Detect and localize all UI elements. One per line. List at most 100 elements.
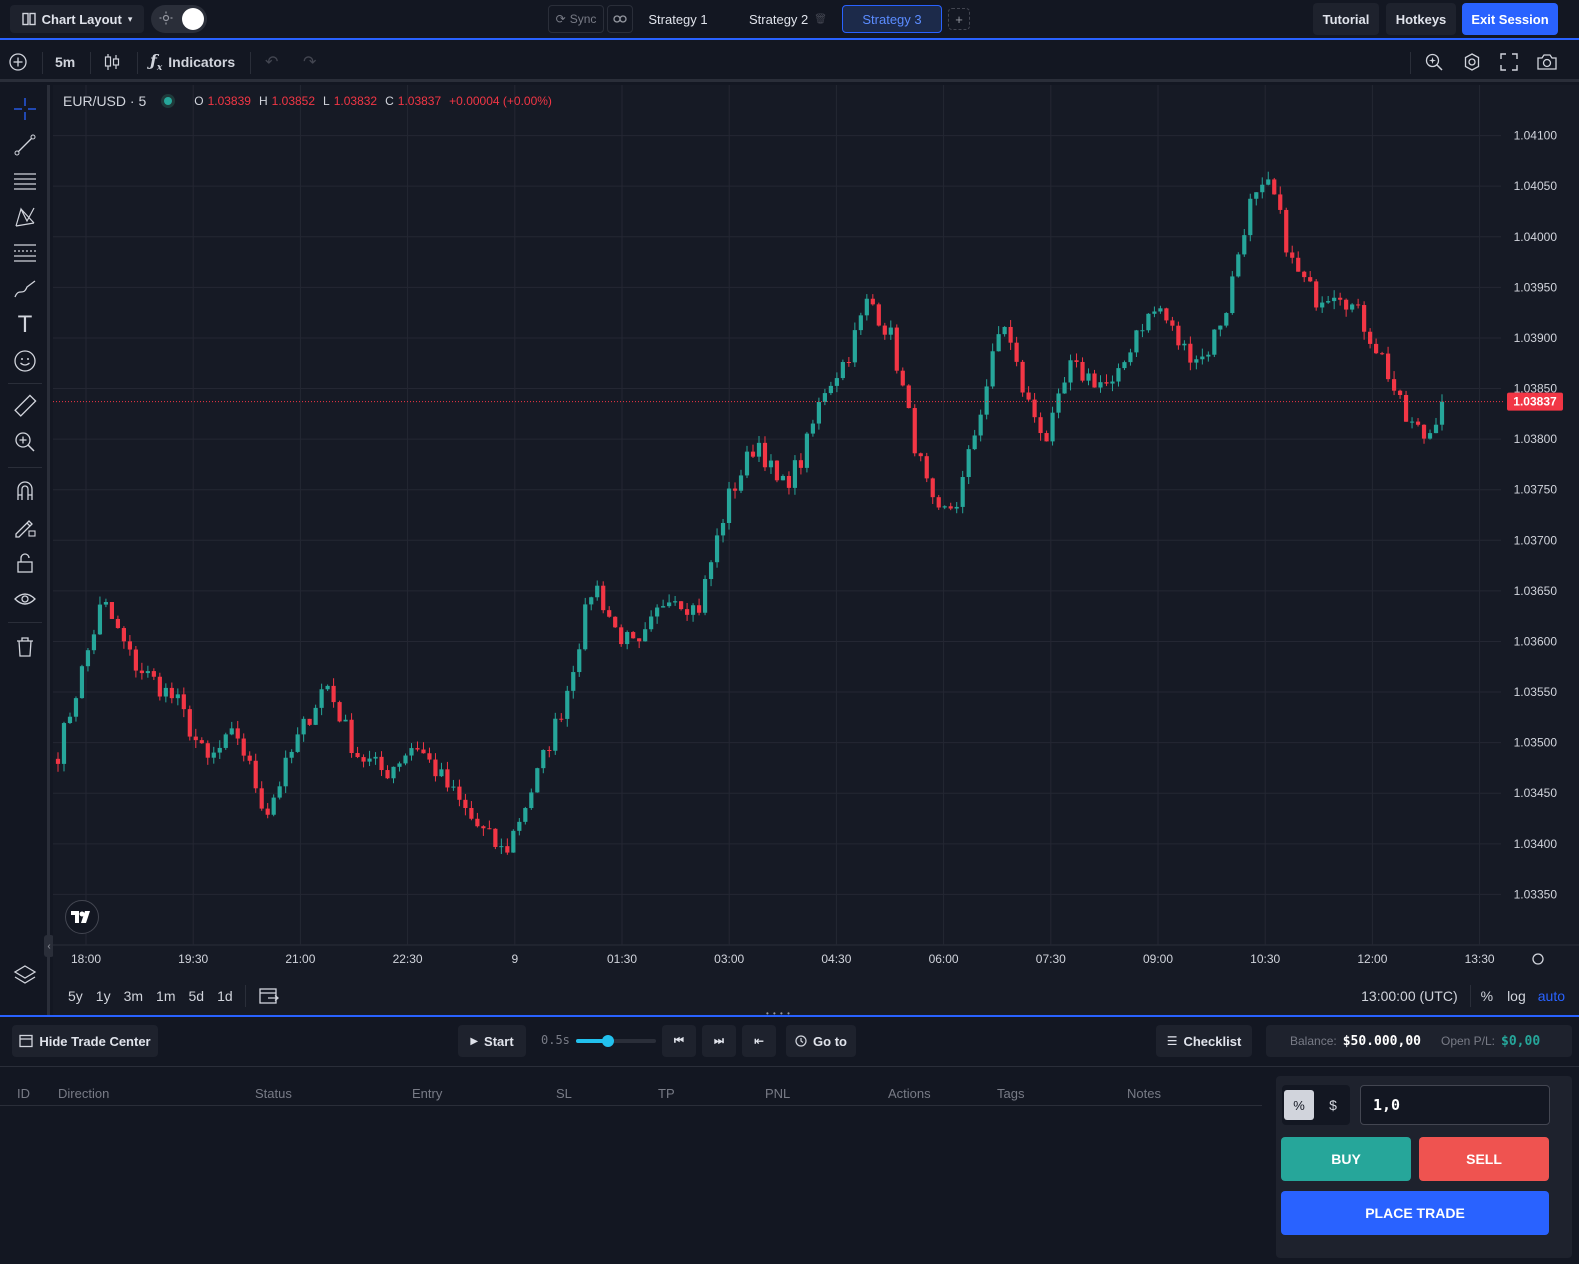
sync-button[interactable]: ⟳ Sync [548, 5, 604, 33]
step-back-button[interactable]: ⏮ [662, 1025, 696, 1057]
goto-date-icon[interactable] [258, 986, 280, 1006]
magnet-tool[interactable] [11, 477, 39, 505]
unit-toggle: % $ [1282, 1085, 1350, 1125]
last-price-badge [1507, 392, 1563, 411]
chart-layout-button[interactable]: Chart Layout ▾ [10, 5, 144, 33]
candlestick-chart[interactable]: 1.04100 1.04050 1.04000 1.03950 1.03900 1.038… [53, 85, 1579, 1015]
hide-tool[interactable] [11, 585, 39, 613]
add-symbol-button[interactable] [8, 50, 28, 74]
quantity-input[interactable]: 1,0 [1360, 1085, 1550, 1125]
panel-divider[interactable]: • • • • [0, 1009, 1579, 1018]
candle-body [127, 641, 132, 650]
brush-tool[interactable] [11, 275, 39, 303]
candle-body [97, 604, 103, 635]
range-5y[interactable]: 5y [68, 988, 83, 1004]
col-pnl[interactable]: PNL [765, 1086, 791, 1101]
auto-scale-toggle[interactable]: auto [1537, 988, 1565, 1004]
hide-trade-center-button[interactable]: Hide Trade Center [12, 1025, 158, 1057]
tab-strategy-1[interactable]: Strategy 1 [638, 5, 718, 33]
col-tp[interactable]: TP [658, 1086, 675, 1101]
play-icon: ▶ [470, 1035, 479, 1047]
buy-button[interactable]: BUY [1281, 1137, 1411, 1181]
speed-slider[interactable] [576, 1035, 656, 1047]
checklist-button[interactable]: ☰ Checklist [1156, 1025, 1252, 1057]
candle-body [1026, 392, 1031, 400]
gear-icon [1462, 52, 1482, 72]
ruler-tool[interactable] [11, 392, 39, 420]
candles-icon [103, 52, 121, 72]
settings-button[interactable] [1462, 50, 1482, 74]
col-direction[interactable]: Direction [58, 1086, 110, 1101]
range-1y[interactable]: 1y [95, 988, 111, 1004]
range-3m[interactable]: 3m [123, 988, 144, 1004]
col-id[interactable]: ID [17, 1086, 30, 1101]
emoji-tool[interactable] [11, 347, 39, 375]
percent-scale-toggle[interactable]: % [1480, 988, 1494, 1004]
trash-icon[interactable]: 🗑 [814, 13, 827, 25]
candle-body [966, 449, 971, 478]
col-notes[interactable]: Notes [1127, 1086, 1161, 1101]
col-sl[interactable]: SL [556, 1086, 572, 1101]
col-status[interactable]: Status [255, 1086, 292, 1101]
range-1m[interactable]: 1m [156, 988, 176, 1004]
crosshair-tool[interactable] [11, 95, 39, 123]
object-tree-tool[interactable] [11, 961, 39, 989]
go-to-button[interactable]: Go to [786, 1025, 856, 1057]
pattern-tool[interactable] [11, 203, 39, 231]
candle-body [852, 330, 857, 363]
percent-unit-button[interactable]: % [1284, 1090, 1314, 1120]
stay-drawing-tool[interactable] [11, 513, 39, 541]
indicators-button[interactable]: ƒx Indicators [150, 50, 235, 74]
candle-body [1302, 271, 1307, 278]
text-icon: T [18, 312, 32, 338]
step-forward-button[interactable]: ⏭ [702, 1025, 736, 1057]
redo-button[interactable]: ↷ [303, 50, 316, 74]
sell-button[interactable]: SELL [1419, 1137, 1549, 1181]
candle-body [1014, 342, 1019, 362]
axis-settings-icon[interactable] [1532, 953, 1544, 965]
log-scale-toggle[interactable]: log [1507, 988, 1526, 1004]
exit-session-button[interactable]: Exit Session [1462, 3, 1558, 35]
screenshot-button[interactable] [1536, 50, 1558, 74]
col-entry[interactable]: Entry [412, 1086, 443, 1101]
col-tags[interactable]: Tags [997, 1086, 1025, 1101]
delete-tool[interactable] [11, 633, 39, 661]
speed-slider-knob[interactable] [602, 1035, 614, 1047]
tab-strategy-2[interactable]: Strategy 2 🗑 [740, 5, 836, 33]
add-tab-button[interactable]: + [948, 8, 970, 30]
start-replay-button[interactable]: ▶ Start [458, 1025, 526, 1057]
link-button[interactable] [607, 5, 633, 33]
chart-area[interactable]: 1.04100 1.04050 1.04000 1.03950 1.03900 1.038… [53, 85, 1579, 1015]
candle-body [1278, 194, 1283, 210]
undo-button[interactable]: ↶ [265, 50, 278, 74]
tradingview-logo[interactable] [65, 900, 99, 934]
range-1d[interactable]: 1d [217, 988, 233, 1004]
candle-body [169, 687, 174, 699]
fib-tool[interactable] [11, 239, 39, 267]
quick-search-button[interactable] [1424, 50, 1444, 74]
candle-body [295, 734, 300, 752]
collapse-toolbar-button[interactable]: ‹ [44, 935, 54, 957]
horizontal-lines-tool[interactable] [11, 167, 39, 195]
theme-toggle[interactable] [151, 5, 207, 33]
fullscreen-button[interactable] [1500, 50, 1518, 74]
separator [42, 52, 43, 74]
tab-strategy-3[interactable]: Strategy 3 [842, 5, 942, 33]
text-tool[interactable]: T [11, 311, 39, 339]
place-trade-button[interactable]: PLACE TRADE [1281, 1191, 1549, 1235]
lock-tool[interactable] [11, 549, 39, 577]
tutorial-button[interactable]: Tutorial [1313, 3, 1379, 35]
hotkeys-button[interactable]: Hotkeys [1386, 3, 1456, 35]
jump-to-bar-button[interactable]: ⇤ [742, 1025, 776, 1057]
candle-body [145, 671, 150, 674]
candle-body [1391, 379, 1397, 391]
range-5d[interactable]: 5d [188, 988, 205, 1004]
utc-time[interactable]: 13:00:00 (UTC) [1361, 988, 1458, 1004]
col-actions[interactable]: Actions [888, 1086, 931, 1101]
interval-button[interactable]: 5m [55, 50, 75, 74]
trend-line-tool[interactable] [11, 131, 39, 159]
zoom-tool[interactable] [11, 428, 39, 456]
dollar-unit-button[interactable]: $ [1318, 1090, 1348, 1120]
chart-type-button[interactable] [103, 50, 121, 74]
drag-handle-icon[interactable]: • • • • [766, 1009, 791, 1018]
